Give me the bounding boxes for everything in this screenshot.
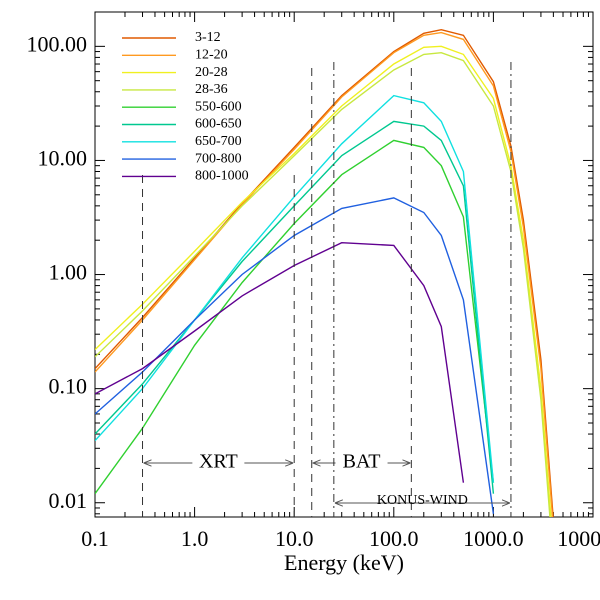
y-tick-label: 0.10 — [49, 374, 88, 399]
y-tick-label: 1.00 — [49, 260, 88, 285]
band-label: BAT — [343, 451, 381, 473]
band-label-bg — [335, 451, 388, 475]
legend-label: 800-1000 — [195, 169, 249, 184]
y-tick-label: 100.00 — [27, 31, 88, 56]
x-tick-label: 1000.0 — [463, 526, 524, 551]
series-line — [95, 51, 551, 517]
legend-label: 550-600 — [195, 99, 242, 114]
legend-label: 20-28 — [195, 65, 228, 80]
x-tick-label: 1.0 — [181, 526, 209, 551]
band-label: KONUS-WIND — [377, 493, 468, 508]
y-tick-label: 10.00 — [38, 145, 88, 170]
legend-label: 28-36 — [195, 82, 228, 97]
y-tick-label: 0.01 — [49, 488, 88, 513]
legend-label: 650-700 — [195, 134, 242, 149]
plot-area — [95, 28, 554, 517]
series-line — [95, 197, 495, 514]
legend-label: 3-12 — [195, 30, 221, 45]
legend-label: 12-20 — [195, 48, 228, 63]
x-tick-label: 100.0 — [369, 526, 419, 551]
series-line — [95, 45, 552, 517]
plot-frame — [94, 11, 594, 518]
x-tick-label: 10.0 — [275, 526, 314, 551]
series-line — [95, 31, 554, 517]
legend-label: 600-650 — [195, 117, 242, 132]
x-tick-label: 0.1 — [81, 526, 109, 551]
series-line — [95, 241, 465, 483]
series-line — [95, 139, 495, 495]
legend-label: 700-800 — [195, 151, 242, 166]
band-label-bg — [192, 451, 245, 475]
band-label: XRT — [199, 451, 238, 473]
series-line — [95, 120, 495, 494]
x-axis-label: Energy (keV) — [284, 550, 404, 575]
